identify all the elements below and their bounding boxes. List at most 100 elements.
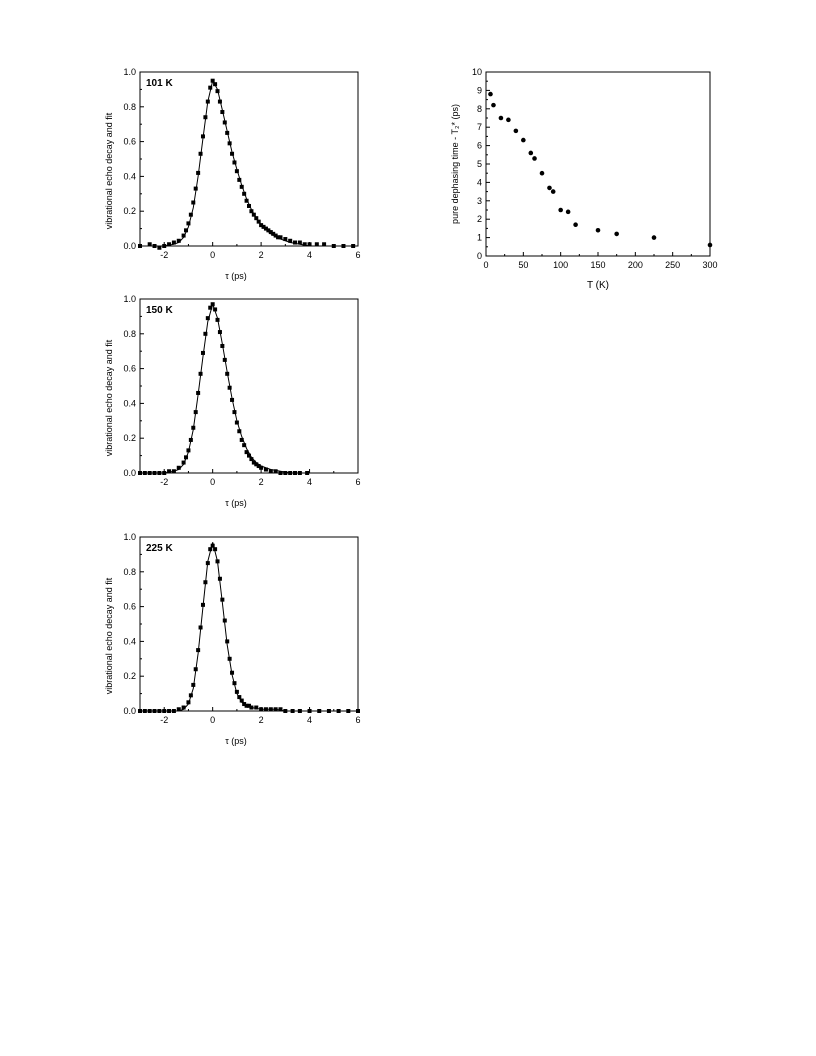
data-point	[278, 471, 283, 475]
data-point	[242, 191, 247, 196]
y-axis-label: vibrational echo decay and fit	[104, 339, 114, 456]
y-axis-label: vibrational echo decay and fit	[104, 577, 114, 694]
fit-line	[140, 542, 358, 712]
data-point	[239, 184, 244, 189]
x-tick-label: -2	[160, 477, 168, 487]
data-point	[242, 443, 247, 448]
data-point	[263, 467, 268, 472]
y-tick-label: 0.6	[123, 602, 136, 612]
data-point	[307, 242, 312, 247]
y-tick-label: 1.0	[123, 67, 136, 77]
x-tick-label: 0	[483, 260, 488, 270]
data-point	[539, 170, 545, 176]
dephasing-time-chart: pure dephasing time - T₂* (ps) T (K) 0 50…	[450, 67, 718, 291]
y-tick-label: 0.4	[123, 171, 136, 181]
x-tick-label: 0	[210, 250, 215, 260]
y-tick-label: 1.0	[123, 532, 136, 542]
y-tick-label: 0.4	[123, 398, 136, 408]
y-tick-label: 0.0	[123, 468, 136, 478]
data-point	[288, 238, 293, 243]
data-point	[208, 547, 213, 552]
data-point	[550, 189, 556, 194]
x-tick-label: -2	[160, 250, 168, 260]
y-tick-label: 0.8	[123, 567, 136, 577]
data-point	[521, 137, 526, 143]
data-point	[254, 462, 259, 467]
y-tick-label: 10	[472, 67, 482, 77]
data-point	[205, 316, 210, 321]
data-point	[271, 231, 276, 236]
data-point	[268, 230, 273, 235]
y-tick-label: 6	[477, 141, 482, 151]
y-tick-label: 0.2	[123, 433, 136, 443]
data-point	[297, 240, 302, 245]
data-point	[237, 177, 242, 182]
data-point	[244, 198, 249, 203]
data-point	[595, 227, 601, 233]
data-point	[176, 465, 181, 470]
data-point	[176, 707, 181, 712]
y-tick-label: 2	[477, 214, 482, 224]
data-point	[302, 242, 307, 247]
x-tick-label: 4	[307, 477, 312, 487]
data-point	[237, 429, 242, 434]
data-point	[251, 460, 256, 465]
y-tick-label: 0.8	[123, 102, 136, 112]
y-tick-label: 9	[477, 85, 482, 95]
data-point	[208, 85, 213, 90]
data-point	[234, 420, 239, 425]
echo-decay-chart-150k: vibrational echo decay and fit τ (ps) 15…	[104, 294, 361, 508]
panel-label: 225 K	[146, 543, 173, 554]
data-point	[167, 242, 172, 247]
y-tick-label: 0.0	[123, 706, 136, 716]
y-tick-label: 0.0	[123, 241, 136, 251]
y-tick-label: 7	[477, 122, 482, 132]
y-tick-label: 1	[477, 233, 482, 243]
x-tick-label: 250	[665, 260, 680, 270]
y-tick-label: 8	[477, 104, 482, 114]
data-point	[191, 200, 196, 205]
x-tick-label: 300	[702, 260, 717, 270]
fit-line	[140, 302, 310, 474]
data-point	[573, 222, 578, 228]
data-point	[283, 237, 288, 242]
x-axis-label: τ (ps)	[225, 736, 247, 746]
y-tick-label: 0.6	[123, 137, 136, 147]
x-tick-label: 50	[518, 260, 528, 270]
y-tick-label: 0.6	[123, 364, 136, 374]
data-point	[488, 91, 493, 97]
data-point	[278, 707, 283, 712]
plot-frame	[139, 71, 359, 247]
fit-line	[140, 79, 358, 247]
x-axis-label: τ (ps)	[225, 271, 247, 281]
data-point	[314, 242, 319, 247]
y-tick-label: 0.2	[123, 671, 136, 681]
x-tick-label: 4	[307, 250, 312, 260]
data-point	[707, 242, 713, 248]
data-point	[283, 471, 288, 475]
y-tick-label: 3	[477, 196, 482, 206]
data-point	[268, 469, 273, 474]
data-point	[184, 228, 189, 233]
x-tick-label: 2	[259, 250, 264, 260]
y-tick-label: 0.2	[123, 206, 136, 216]
y-tick-label: 4	[477, 177, 482, 187]
data-point	[147, 242, 152, 247]
data-point	[249, 209, 254, 214]
echo-decay-chart-225k: vibrational echo decay and fit τ (ps) 22…	[104, 532, 361, 746]
data-point	[188, 212, 193, 217]
data-point	[247, 453, 251, 458]
data-point	[565, 209, 571, 215]
x-tick-label: 150	[590, 260, 605, 270]
x-tick-label: 6	[355, 250, 360, 260]
x-tick-label: 2	[259, 715, 264, 725]
data-point	[532, 156, 537, 161]
plot-frame	[139, 298, 359, 474]
data-point	[181, 233, 186, 238]
data-point	[498, 115, 504, 121]
data-point	[247, 703, 251, 708]
data-point	[322, 242, 327, 247]
data-point	[244, 450, 249, 455]
y-tick-label: 5	[477, 159, 482, 169]
data-point	[278, 235, 283, 240]
